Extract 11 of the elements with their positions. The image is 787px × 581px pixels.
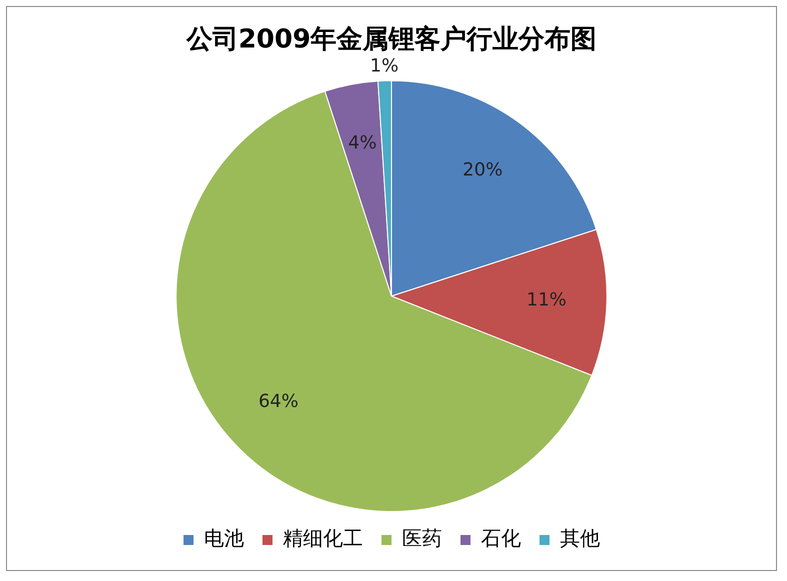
legend-label: 其他: [560, 526, 600, 550]
chart-title: 公司2009年金属锂客户行业分布图: [185, 24, 597, 54]
data-label: 11%: [526, 290, 567, 311]
legend-label: 医药: [402, 526, 442, 550]
data-label: 20%: [462, 159, 503, 180]
legend-label: 电池: [204, 526, 244, 550]
data-label: 1%: [370, 55, 399, 76]
data-label: 64%: [258, 390, 298, 412]
legend-label: 石化: [481, 526, 521, 550]
data-label: 4%: [348, 132, 377, 154]
legend-label: 精细化工: [283, 526, 363, 550]
